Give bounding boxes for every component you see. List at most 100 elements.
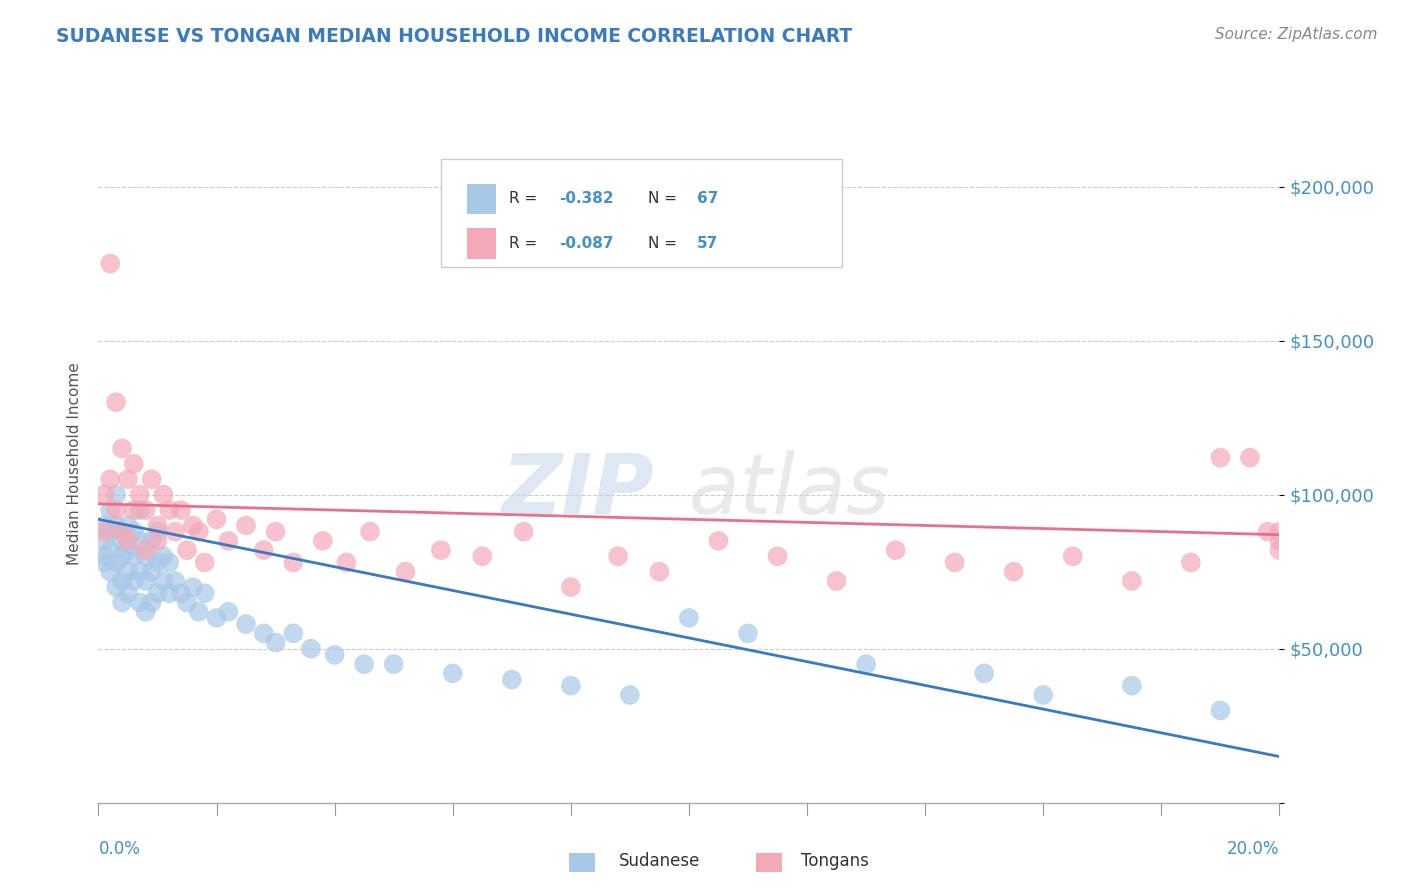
Point bbox=[105, 488, 128, 502]
Point bbox=[1209, 703, 1232, 717]
Point bbox=[264, 524, 287, 539]
Point bbox=[98, 256, 121, 270]
Point bbox=[181, 518, 204, 533]
Point bbox=[98, 565, 121, 579]
Text: Sudanese: Sudanese bbox=[619, 852, 700, 870]
Point bbox=[117, 543, 139, 558]
Point bbox=[128, 595, 150, 609]
Text: 20.0%: 20.0% bbox=[1227, 839, 1279, 858]
Point bbox=[1257, 524, 1279, 539]
Point bbox=[1268, 533, 1291, 548]
Point bbox=[825, 574, 848, 588]
Text: atlas: atlas bbox=[689, 450, 890, 532]
Point bbox=[283, 626, 305, 640]
Point bbox=[122, 549, 145, 564]
Point bbox=[157, 503, 180, 517]
Point bbox=[884, 543, 907, 558]
Point bbox=[93, 524, 115, 539]
Point bbox=[146, 586, 169, 600]
Point bbox=[93, 518, 115, 533]
Point bbox=[560, 679, 582, 693]
Point bbox=[98, 543, 121, 558]
Point bbox=[217, 605, 239, 619]
Point bbox=[181, 580, 204, 594]
Point bbox=[855, 657, 877, 672]
Text: -0.382: -0.382 bbox=[560, 191, 613, 206]
Point bbox=[141, 533, 163, 548]
Point bbox=[1239, 450, 1261, 465]
Point bbox=[117, 565, 139, 579]
Text: ZIP: ZIP bbox=[501, 450, 654, 532]
Point bbox=[353, 657, 375, 672]
Point bbox=[128, 503, 150, 517]
Point bbox=[678, 611, 700, 625]
Point bbox=[205, 611, 228, 625]
Point bbox=[152, 488, 174, 502]
Point bbox=[766, 549, 789, 564]
Point bbox=[93, 488, 115, 502]
Point bbox=[117, 586, 139, 600]
Point bbox=[111, 533, 134, 548]
Point bbox=[93, 556, 115, 570]
Point bbox=[176, 595, 198, 609]
Point bbox=[117, 533, 139, 548]
Point bbox=[194, 586, 217, 600]
Point bbox=[122, 574, 145, 588]
Text: 57: 57 bbox=[697, 235, 718, 251]
Point bbox=[157, 586, 180, 600]
Point bbox=[111, 442, 134, 456]
Point bbox=[111, 595, 134, 609]
Point bbox=[441, 666, 464, 681]
Point bbox=[648, 565, 671, 579]
Point bbox=[1268, 524, 1291, 539]
Point bbox=[157, 556, 180, 570]
Point bbox=[105, 395, 128, 409]
Text: R =: R = bbox=[509, 191, 543, 206]
Point bbox=[235, 617, 257, 632]
Point bbox=[93, 533, 115, 548]
Point bbox=[111, 574, 134, 588]
Text: Tongans: Tongans bbox=[801, 852, 869, 870]
Point bbox=[382, 657, 405, 672]
Point bbox=[1121, 679, 1143, 693]
Point bbox=[128, 488, 150, 502]
Point bbox=[176, 543, 198, 558]
Point bbox=[187, 524, 209, 539]
Point bbox=[146, 518, 169, 533]
Point bbox=[146, 533, 169, 548]
Point bbox=[1268, 543, 1291, 558]
Point bbox=[607, 549, 630, 564]
Point bbox=[135, 543, 157, 558]
Point bbox=[152, 574, 174, 588]
Point bbox=[205, 512, 228, 526]
Point bbox=[128, 565, 150, 579]
Point bbox=[93, 549, 115, 564]
Point bbox=[165, 574, 187, 588]
Point bbox=[105, 518, 128, 533]
Text: Source: ZipAtlas.com: Source: ZipAtlas.com bbox=[1215, 27, 1378, 42]
Point bbox=[111, 549, 134, 564]
Y-axis label: Median Household Income: Median Household Income bbox=[66, 362, 82, 566]
Point bbox=[943, 556, 966, 570]
Point bbox=[512, 524, 534, 539]
Point bbox=[98, 472, 121, 486]
Point bbox=[105, 503, 128, 517]
Point bbox=[1032, 688, 1054, 702]
Point bbox=[501, 673, 523, 687]
FancyBboxPatch shape bbox=[467, 228, 496, 259]
Text: SUDANESE VS TONGAN MEDIAN HOUSEHOLD INCOME CORRELATION CHART: SUDANESE VS TONGAN MEDIAN HOUSEHOLD INCO… bbox=[56, 27, 852, 45]
Point bbox=[122, 457, 145, 471]
Point bbox=[283, 556, 305, 570]
Point bbox=[152, 549, 174, 564]
Point bbox=[235, 518, 257, 533]
Point bbox=[165, 524, 187, 539]
Point bbox=[146, 524, 169, 539]
Point bbox=[619, 688, 641, 702]
Point bbox=[135, 503, 157, 517]
Text: R =: R = bbox=[509, 235, 543, 251]
Point bbox=[560, 580, 582, 594]
Point bbox=[194, 556, 217, 570]
Point bbox=[471, 549, 494, 564]
Point bbox=[122, 524, 145, 539]
Point bbox=[141, 595, 163, 609]
